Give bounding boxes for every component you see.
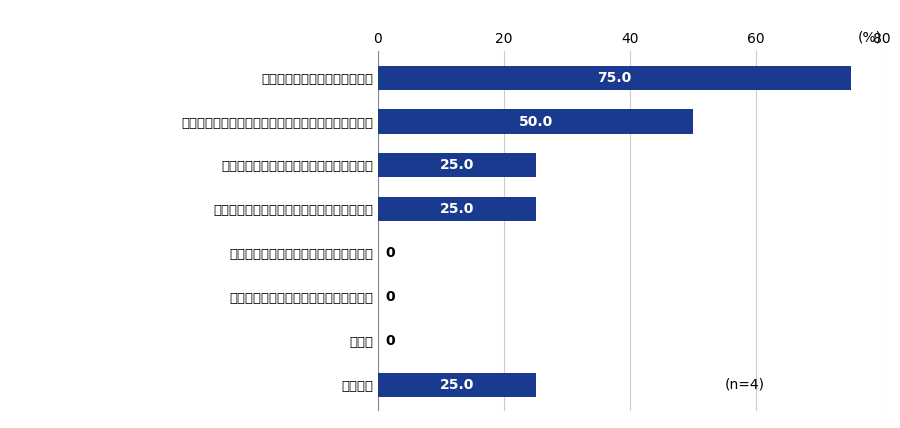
Text: 25.0: 25.0	[439, 377, 474, 392]
Text: 0: 0	[385, 290, 395, 304]
Bar	[378, 197, 536, 221]
Text: 75.0: 75.0	[597, 71, 632, 85]
Text: 0: 0	[385, 334, 395, 348]
Text: 25.0: 25.0	[439, 202, 474, 216]
Bar	[378, 65, 850, 90]
Bar	[378, 110, 693, 134]
Bar	[378, 153, 536, 178]
Text: 50.0: 50.0	[518, 115, 553, 128]
Text: (%): (%)	[858, 30, 882, 44]
Text: 0: 0	[385, 246, 395, 260]
Text: 25.0: 25.0	[439, 158, 474, 172]
Text: (n=4): (n=4)	[724, 377, 764, 392]
Bar	[378, 372, 536, 397]
